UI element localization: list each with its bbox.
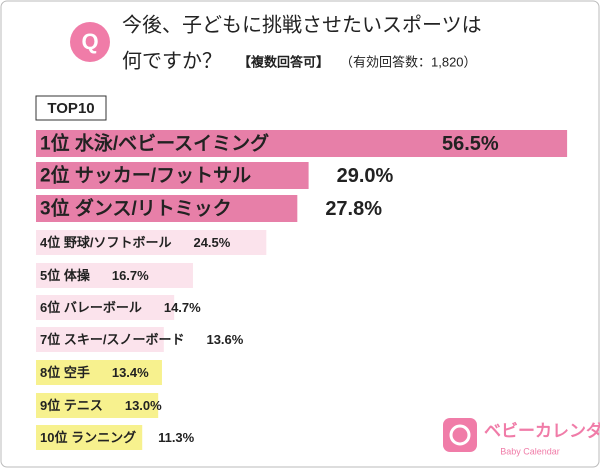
logo-name: ベビーカレンダー <box>484 420 600 440</box>
subtitle-box <box>35 95 107 121</box>
value-label: 24.5% <box>193 235 230 250</box>
category-label: 1位 水泳/ベビースイミング <box>40 132 269 155</box>
bar <box>36 360 162 385</box>
value-label: 16.7% <box>112 268 149 283</box>
category-label: 6位 バレーボール <box>40 300 142 315</box>
q-letter: Q <box>81 29 98 54</box>
bar <box>36 295 175 320</box>
logo-icon <box>449 424 471 446</box>
category-label: 3位 ダンス/リトミック <box>40 197 232 220</box>
value-label: 56.5% <box>442 133 499 155</box>
subtitle: TOP10 <box>47 100 94 117</box>
value-label: 13.0% <box>125 398 162 413</box>
category-label: 8位 空手 <box>40 365 90 380</box>
bar <box>36 230 267 255</box>
title: 何ですか？ <box>122 49 222 72</box>
value-label: 27.8% <box>325 198 382 220</box>
value-label: 11.3% <box>158 430 195 445</box>
category-label: 4位 野球/ソフトボール <box>40 235 171 250</box>
bar <box>36 425 143 450</box>
bar <box>36 393 159 418</box>
bar <box>36 327 164 352</box>
title: 今後、子どもに挑戦させたいスポーツは <box>122 13 482 36</box>
value-label: 14.7% <box>164 300 201 315</box>
category-label: 7位 スキー/スノーボード <box>40 332 184 347</box>
logo-sub: Baby Calendar <box>500 446 560 456</box>
logo-icon <box>443 418 477 452</box>
category-label: 9位 テニス <box>40 398 103 413</box>
respondents: （有効回答数：1,820） <box>340 54 477 69</box>
bar <box>36 263 193 288</box>
bar <box>36 130 568 157</box>
category-label: 5位 体操 <box>40 268 90 283</box>
bar <box>36 162 309 189</box>
note: 【複数回答可】 <box>238 54 329 69</box>
value-label: 29.0% <box>337 165 394 187</box>
category-label: 2位 サッカー/フットサル <box>40 164 251 187</box>
bar <box>36 195 298 222</box>
q-icon <box>70 22 110 62</box>
value-label: 13.4% <box>112 365 149 380</box>
category-label: 10位 ランニング <box>40 430 136 445</box>
value-label: 13.6% <box>206 332 243 347</box>
